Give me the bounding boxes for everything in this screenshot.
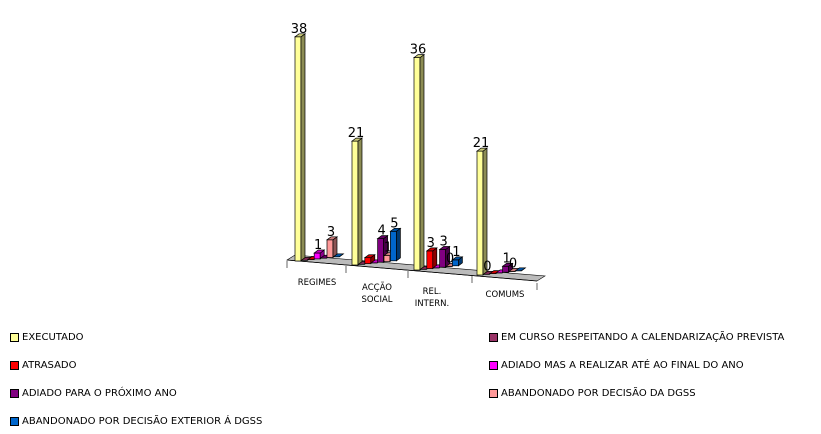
bar-top	[438, 246, 451, 250]
data-label: 21	[348, 126, 365, 141]
legend-label: ABANDONADO POR DECISÃO DA DGSS	[501, 387, 696, 399]
legend-label: ABANDONADO POR DECISÃO EXTERIOR Á DGSS	[22, 415, 263, 427]
bar	[313, 249, 326, 260]
x-axis-line	[286, 259, 538, 282]
x-tick-label: REL.	[423, 287, 442, 297]
bar-front	[476, 150, 484, 276]
data-label: 0	[483, 259, 491, 274]
data-label: 36	[410, 43, 427, 58]
legend-item: EM CURSO RESPEITANDO A CALENDARIZAÇÃO PR…	[489, 330, 784, 344]
bar-front	[351, 140, 359, 266]
x-tick-label: COMUMS	[486, 290, 525, 300]
bar-front	[502, 265, 509, 273]
bar-front	[364, 257, 372, 264]
bar	[425, 247, 438, 270]
bar-top	[425, 247, 438, 252]
x-tick-label: REGIMES	[298, 278, 336, 288]
legend-label: ATRASADO	[22, 359, 77, 371]
bar-front	[426, 250, 434, 269]
bar-side	[396, 227, 401, 262]
bar-top	[325, 236, 339, 241]
data-label: 1	[502, 251, 510, 266]
data-label: 3	[439, 235, 447, 250]
bar-side	[482, 147, 488, 276]
bar	[475, 147, 489, 276]
legend-item: ABANDONADO POR DECISÃO DA DGSS	[489, 386, 696, 400]
bar-front	[439, 249, 446, 268]
bar-top	[350, 137, 364, 142]
legend-label: ADIADO PARA O PRÓXIMO ANO	[22, 387, 177, 399]
bar-top	[514, 267, 527, 272]
bar-side	[300, 33, 306, 262]
bar	[293, 33, 307, 262]
legend-item: ATRASADO	[10, 358, 77, 372]
data-label: 0	[446, 252, 454, 267]
bar	[350, 137, 364, 266]
bar-front	[383, 255, 391, 262]
data-label: 4	[377, 224, 385, 239]
bar	[501, 262, 514, 273]
bar-top	[389, 227, 402, 232]
x-tick-label: ACÇÃO	[362, 282, 392, 293]
bar-top	[412, 54, 426, 58]
data-label: 0	[509, 257, 517, 272]
bar	[438, 245, 451, 268]
data-label: 5	[390, 216, 398, 231]
data-label: 1	[452, 245, 460, 260]
legend-swatch	[489, 332, 498, 342]
bar-top	[313, 249, 326, 254]
chart-bars	[293, 33, 527, 276]
x-tick-label: INTERN.	[415, 299, 449, 309]
bar-front	[313, 252, 321, 260]
legend-swatch	[489, 388, 498, 398]
legend-swatch	[10, 360, 19, 370]
bar	[451, 256, 464, 267]
bar	[332, 253, 345, 258]
bar	[412, 53, 426, 271]
data-label: 1	[314, 238, 322, 253]
legend-label: EXECUTADO	[22, 331, 84, 343]
legend-swatch	[10, 332, 19, 342]
bar-top	[363, 254, 376, 259]
data-label: 1	[384, 241, 392, 256]
bar-front	[377, 238, 384, 263]
bar-side	[419, 53, 425, 271]
bar-front	[413, 57, 421, 271]
data-label: 21	[473, 136, 490, 151]
data-label: 3	[327, 225, 335, 240]
bar-front	[326, 239, 334, 258]
legend-label: ADIADO MAS A REALIZAR ATÉ AO FINAL DO AN…	[501, 359, 744, 371]
bar-top	[376, 235, 389, 239]
bar-top	[332, 253, 345, 258]
bar-front	[294, 36, 302, 262]
bar-top	[475, 147, 489, 152]
legend-label: EM CURSO RESPEITANDO A CALENDARIZAÇÃO PR…	[501, 331, 785, 343]
x-tick-label: SOCIAL	[361, 295, 392, 305]
bar	[325, 236, 339, 259]
legend-swatch	[10, 416, 19, 426]
bar-top	[451, 256, 464, 261]
bar	[514, 267, 527, 272]
legend-item: ADIADO PARA O PRÓXIMO ANO	[10, 386, 177, 400]
legend-swatch	[489, 360, 498, 370]
legend-item: EXECUTADO	[10, 330, 84, 344]
bar	[389, 227, 402, 262]
data-label: 3	[427, 236, 435, 251]
data-label: 38	[291, 22, 308, 37]
bar-side	[357, 137, 363, 266]
legend-swatch	[10, 388, 19, 398]
bar-top	[293, 33, 307, 38]
legend-item: ADIADO MAS A REALIZAR ATÉ AO FINAL DO AN…	[489, 358, 744, 372]
legend-item: ABANDONADO POR DECISÃO EXTERIOR Á DGSS	[10, 414, 262, 428]
bar-top	[501, 262, 514, 267]
